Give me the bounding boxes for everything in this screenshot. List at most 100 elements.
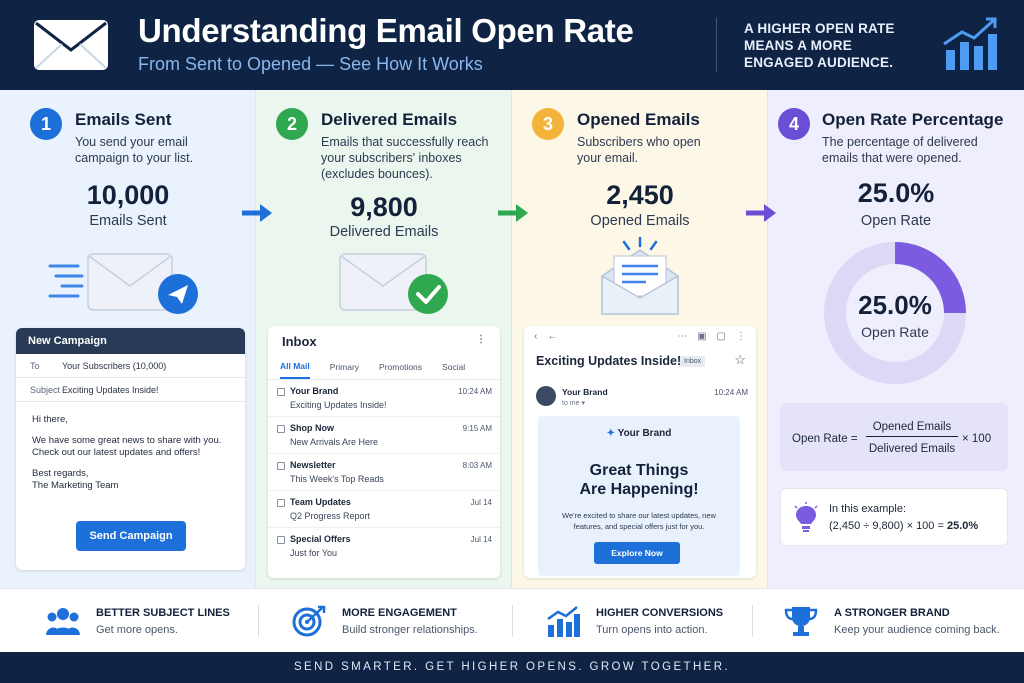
benefit-title: MORE ENGAGEMENT bbox=[342, 607, 457, 619]
formula-denominator: Delivered Emails bbox=[868, 443, 956, 455]
subject-value: Exciting Updates Inside! bbox=[62, 385, 159, 395]
step-value: 10,000 bbox=[86, 180, 170, 210]
step-value: 2,450 bbox=[606, 180, 674, 210]
donut-value: 25.0% bbox=[858, 290, 932, 320]
people-icon bbox=[46, 608, 80, 635]
delivered-envelope-icon bbox=[339, 253, 448, 314]
opened-email-card: ‹ ← ⋯ ▣ ▢ ⋮ Exciting Updates Inside! Inb… bbox=[524, 326, 756, 578]
open-rate-formula: Open Rate = Opened Emails Delivered Emai… bbox=[780, 403, 1008, 471]
benefit-desc: Build stronger relationships. bbox=[342, 624, 478, 636]
more-icon[interactable]: ⋯ bbox=[677, 331, 688, 342]
header: Understanding Email Open Rate From Sent … bbox=[0, 0, 1024, 90]
delete-icon[interactable]: ▢ bbox=[716, 331, 726, 342]
archive-icon[interactable]: ▣ bbox=[697, 331, 707, 342]
menu-icon[interactable]: ⋮ bbox=[736, 331, 746, 342]
step-description: Subscribers who open your email. bbox=[577, 135, 701, 165]
benefit-divider bbox=[752, 605, 753, 637]
checkbox[interactable] bbox=[277, 425, 285, 433]
email-toolbar: ‹ ← ⋯ ▣ ▢ ⋮ bbox=[524, 326, 756, 348]
envelope-icon bbox=[34, 20, 108, 70]
tab-primary[interactable]: Primary bbox=[329, 361, 360, 372]
recipient-label[interactable]: to me ▾ bbox=[562, 400, 585, 407]
formula-lhs: Open Rate = bbox=[792, 433, 858, 445]
subject-label: Subject bbox=[30, 385, 61, 395]
step-description: Emails that successfully reach your subs… bbox=[321, 135, 489, 181]
arrow-right-icon bbox=[498, 204, 528, 222]
campaign-header: New Campaign bbox=[16, 328, 245, 354]
send-campaign-button[interactable]: Send Campaign bbox=[76, 521, 186, 551]
step-value-label: Emails Sent bbox=[89, 213, 167, 229]
header-tagline: A HIGHER OPEN RATE MEANS A MORE ENGAGED … bbox=[744, 21, 895, 70]
step-number-badge: 2 bbox=[276, 108, 308, 140]
list-item[interactable]: Newsletter This Week's Top Reads 8:03 AM bbox=[268, 454, 500, 491]
to-value: Your Subscribers (10,000) bbox=[62, 361, 167, 371]
step-open-rate: 4 Open Rate Percentage The percentage of… bbox=[768, 90, 1024, 588]
benefit-title: HIGHER CONVERSIONS bbox=[596, 607, 724, 619]
list-item[interactable]: Your Brand Exciting Updates Inside! 10:2… bbox=[268, 380, 500, 417]
page-title: Understanding Email Open Rate bbox=[138, 12, 634, 49]
benefit-brand: A STRONGER BRAND Keep your audience comi… bbox=[784, 589, 1014, 653]
trophy-icon bbox=[784, 607, 818, 636]
back-icon[interactable]: ‹ bbox=[534, 331, 538, 342]
checkbox[interactable] bbox=[277, 388, 285, 396]
reply-icon[interactable]: ← bbox=[547, 331, 558, 342]
list-item[interactable]: Special Offers Just for You Jul 14 bbox=[268, 528, 500, 565]
sender-name: Your Brand bbox=[562, 387, 608, 397]
body-text: We have some great news to share with yo… bbox=[32, 434, 222, 459]
inbox-badge: Inbox bbox=[680, 356, 706, 367]
email-time: 10:24 AM bbox=[714, 388, 748, 397]
step-delivered-emails: 2 Delivered Emails Emails that successfu… bbox=[256, 90, 512, 588]
tab-all-mail[interactable]: All Mail bbox=[280, 355, 310, 379]
benefit-title: A STRONGER BRAND bbox=[834, 607, 950, 619]
step-value-label: Delivered Emails bbox=[329, 224, 439, 240]
header-divider bbox=[716, 18, 717, 72]
subject-field[interactable]: Subject Exciting Updates Inside! bbox=[16, 378, 245, 402]
step-description: You send your email campaign to your lis… bbox=[75, 135, 194, 165]
avatar bbox=[536, 386, 556, 406]
step-opened-emails: 3 Opened Emails Subscribers who open you… bbox=[512, 90, 768, 588]
more-icon[interactable]: ⋮ bbox=[476, 334, 486, 345]
step-title: Delivered Emails bbox=[321, 110, 458, 129]
star-icon[interactable]: ☆ bbox=[734, 352, 746, 367]
benefit-desc: Keep your audience coming back. bbox=[834, 624, 1000, 636]
formula-numerator: Opened Emails bbox=[872, 421, 952, 433]
step-title: Emails Sent bbox=[75, 110, 172, 129]
tab-promotions[interactable]: Promotions bbox=[379, 361, 423, 372]
explore-now-button[interactable]: Explore Now bbox=[594, 542, 680, 564]
inbox-header: Inbox ⋮ bbox=[268, 326, 500, 354]
step-value: 25.0% bbox=[857, 178, 935, 208]
step-value-label: Open Rate bbox=[860, 213, 932, 229]
page-subtitle: From Sent to Opened — See How It Works bbox=[138, 54, 483, 74]
checkbox[interactable] bbox=[277, 536, 285, 544]
example-label: In this example: bbox=[829, 503, 907, 515]
checkbox[interactable] bbox=[277, 499, 285, 507]
benefit-desc: Get more opens. bbox=[96, 624, 178, 636]
benefit-desc: Turn opens into action. bbox=[596, 624, 708, 636]
benefits-bar: BETTER SUBJECT LINES Get more opens. MOR… bbox=[0, 588, 1024, 652]
open-envelope-icon bbox=[601, 236, 679, 315]
brand-logo-icon: ✦ bbox=[606, 428, 616, 439]
step-title: Open Rate Percentage bbox=[822, 110, 1004, 129]
to-field[interactable]: To Your Subscribers (10,000) bbox=[16, 354, 245, 378]
campaign-body[interactable]: Hi there, We have some great news to sha… bbox=[16, 402, 245, 505]
step-value: 9,800 bbox=[350, 192, 418, 222]
donut-label: Open Rate bbox=[861, 324, 929, 340]
checkbox[interactable] bbox=[277, 462, 285, 470]
arrow-right-icon bbox=[746, 204, 776, 222]
example-box: In this example: (2,450 ÷ 9,800) × 100 =… bbox=[780, 488, 1008, 546]
tab-social[interactable]: Social bbox=[442, 361, 466, 372]
list-item[interactable]: Shop Now New Arrivals Are Here 9:15 AM bbox=[268, 417, 500, 454]
promo-body: We're excited to share our latest update… bbox=[562, 511, 716, 531]
formula-multiplier: × 100 bbox=[962, 433, 992, 445]
signature: The Marketing Team bbox=[32, 480, 119, 491]
fraction-bar bbox=[866, 436, 958, 437]
list-item[interactable]: Team Updates Q2 Progress Report Jul 14 bbox=[268, 491, 500, 528]
open-rate-donut bbox=[824, 242, 966, 384]
to-label: To bbox=[30, 361, 40, 371]
growth-chart-icon bbox=[943, 17, 997, 70]
step-number-badge: 1 bbox=[30, 108, 62, 140]
donut-fill bbox=[824, 242, 966, 384]
lightbulb-icon bbox=[794, 502, 818, 532]
promo-brand: ✦ Your Brand bbox=[606, 428, 672, 439]
step-description: The percentage of delivered emails that … bbox=[822, 135, 978, 165]
